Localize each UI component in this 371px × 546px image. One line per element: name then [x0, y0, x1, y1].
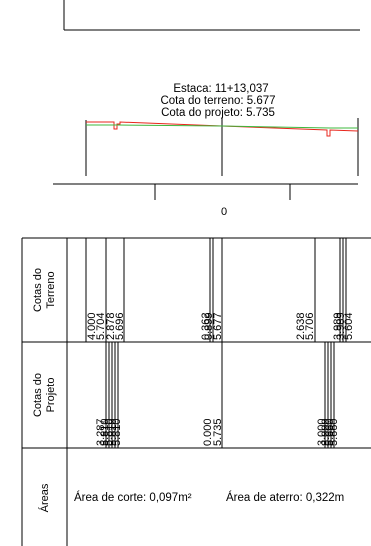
row-header-terreno-line1: Cotas do	[32, 268, 44, 312]
axis-zero-label: 0	[221, 206, 227, 218]
terreno-dist-1: 4.000	[86, 312, 98, 340]
design-line	[86, 124, 358, 129]
terreno-cota-1: 5.704	[95, 312, 107, 340]
projeto-overlap-5: 5.660	[324, 418, 336, 446]
ground-line	[86, 121, 359, 137]
projeto-overlap-3: 5.810	[107, 418, 119, 446]
terreno-overlap-a: 0.899	[203, 312, 215, 340]
profile	[85, 118, 359, 176]
terreno-overlap-c: 5.604	[343, 312, 355, 340]
cut-area-label: Área de corte: 0,097m²	[74, 491, 192, 504]
projeto-cota-1: 5.810	[111, 418, 123, 446]
projeto-overlap-2: 5.810	[103, 418, 115, 446]
terreno-dist-4: 2.638	[295, 312, 307, 340]
terreno-overlap-b: 3.989	[332, 312, 344, 340]
projeto-dist-1: 3.287	[95, 418, 107, 446]
terreno-dist-2: 2.878	[105, 312, 117, 340]
projeto-overlap-4: 3.000	[320, 418, 332, 446]
data-table: Cotas do Terreno Cotas do Projeto Áreas …	[21, 237, 371, 546]
ground-elevation-label: Cota do terreno: 5.677	[160, 95, 275, 107]
fill-area-label: Área de aterro: 0,322m	[226, 491, 344, 504]
design-elevation-label: Cota do projeto: 5.735	[161, 107, 275, 119]
row-header-areas: Áreas	[38, 483, 51, 512]
row-header-projeto-line2: Projeto	[45, 378, 57, 413]
terreno-cota-2: 5.696	[114, 312, 126, 340]
projeto-dist-3: 3.000	[316, 418, 328, 446]
projeto-dist-2: 0.000	[202, 418, 214, 446]
terreno-dist-3: 0.362	[200, 312, 212, 340]
horizontal-axis: 0	[53, 183, 358, 218]
stake-label: Estaca: 11+13,037	[173, 83, 268, 95]
terreno-cota-4: 5.706	[304, 312, 316, 340]
projeto-cota-2: 5.735	[212, 418, 224, 446]
terreno-overlap-b2: 3.989	[335, 312, 347, 340]
row-header-terreno-line2: Terreno	[45, 271, 57, 308]
row-header-projeto-line1: Cotas do	[32, 373, 44, 417]
projeto-cota-3: 5.660	[328, 418, 340, 446]
terreno-cota-3: 5.677	[212, 312, 224, 340]
projeto-overlap-1: 5.810	[99, 418, 111, 446]
top-frame	[63, 0, 360, 31]
